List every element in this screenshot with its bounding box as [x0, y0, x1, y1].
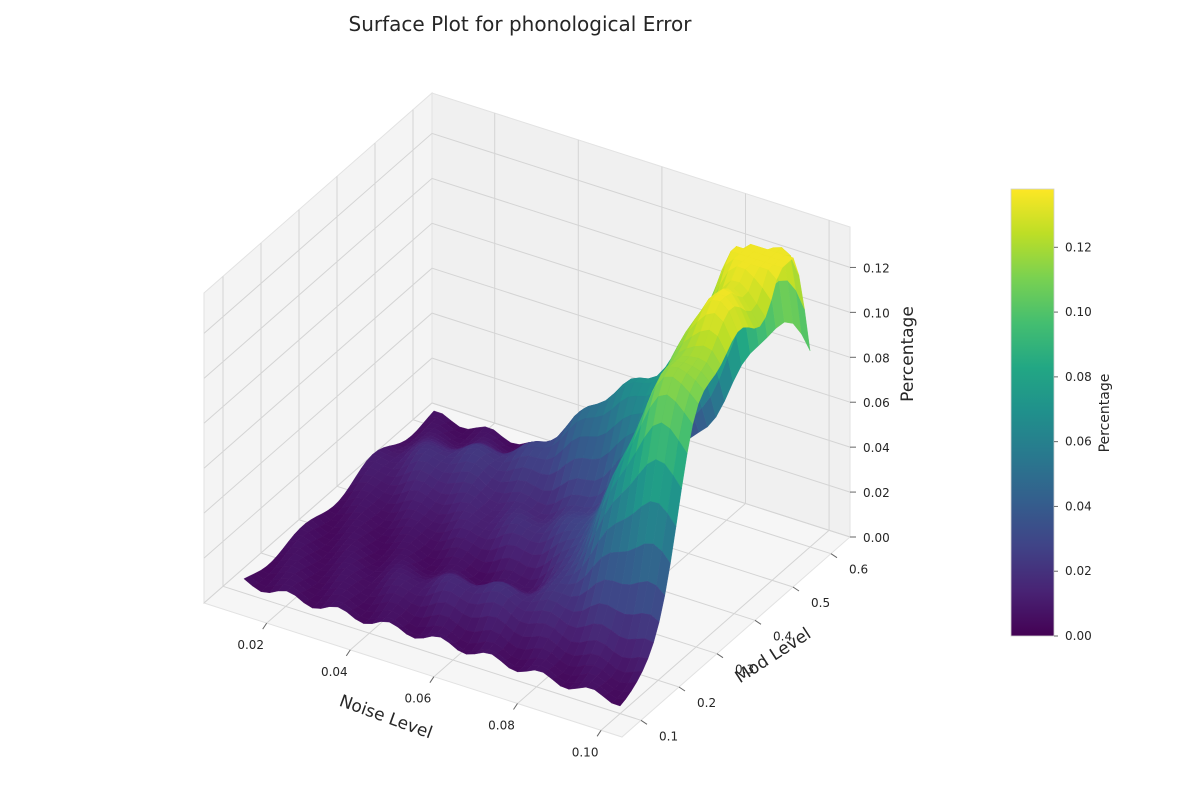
z-tick-label: 0.10 — [863, 306, 890, 320]
y-tick-mark — [640, 719, 648, 725]
y-tick-mark — [754, 619, 762, 625]
colorbar-tick-label: 0.08 — [1065, 370, 1092, 384]
colorbar-tick-label: 0.06 — [1065, 435, 1092, 449]
y-tick-label: 0.3 — [735, 663, 754, 677]
x-tick-mark — [345, 649, 351, 657]
colorbar-tick-label: 0.10 — [1065, 305, 1092, 319]
colorbar-tick-label: 0.12 — [1065, 240, 1092, 254]
z-tick-label: 0.02 — [863, 486, 890, 500]
grid-line-z — [203, 132, 851, 334]
z-tick-label: 0.12 — [863, 261, 890, 275]
x-tick-mark — [513, 703, 518, 710]
colorbar-label: Percentage — [1097, 374, 1113, 453]
colorbar-ticks: 0.00 0.02 0.04 0.06 0.08 0.10 0.12 — [1054, 240, 1092, 643]
x-tick-label: 0.06 — [405, 692, 432, 706]
y-tick-label: 0.5 — [811, 596, 830, 610]
grid-line-z — [203, 357, 851, 559]
y-tick-label: 0.2 — [697, 696, 716, 710]
surface-cell — [611, 698, 627, 707]
grid-line-z — [203, 402, 851, 604]
z-axis-label: Percentage — [898, 306, 918, 402]
x-tick-label: 0.04 — [321, 665, 348, 679]
y-tick-mark — [678, 686, 686, 692]
z-tick-label: 0.04 — [863, 441, 890, 455]
y-tick-label: 0.1 — [659, 729, 678, 743]
y-tick-mark — [792, 586, 800, 592]
x-tick-label: 0.08 — [488, 719, 515, 733]
colorbar — [1010, 188, 1055, 637]
z-tick-label: 0.00 — [863, 531, 890, 545]
x-tick-mark — [596, 730, 602, 737]
colorbar-tick-label: 0.04 — [1065, 499, 1092, 513]
axis-ticks: 0.02 0.04 0.06 0.08 0.10 0.1 0.2 0.3 0.4 0.5 0.6 0.… — [237, 261, 889, 759]
chart-title: Surface Plot for phonological Error — [349, 12, 693, 36]
colorbar-tick-label: 0.02 — [1065, 564, 1092, 578]
z-tick-label: 0.06 — [863, 396, 890, 410]
z-tick-label: 0.08 — [863, 351, 890, 365]
x-tick-label: 0.02 — [237, 638, 264, 652]
y-tick-label: 0.4 — [773, 629, 792, 643]
y-tick-label: 0.6 — [849, 563, 868, 577]
surface-plot — [243, 243, 811, 707]
x-tick-label: 0.10 — [572, 745, 599, 759]
grid-line-z — [203, 177, 851, 379]
x-tick-mark — [262, 622, 268, 630]
y-tick-mark — [830, 553, 838, 559]
colorbar-tick-label: 0.00 — [1065, 629, 1092, 643]
x-tick-mark — [429, 676, 435, 683]
y-tick-mark — [716, 653, 724, 659]
